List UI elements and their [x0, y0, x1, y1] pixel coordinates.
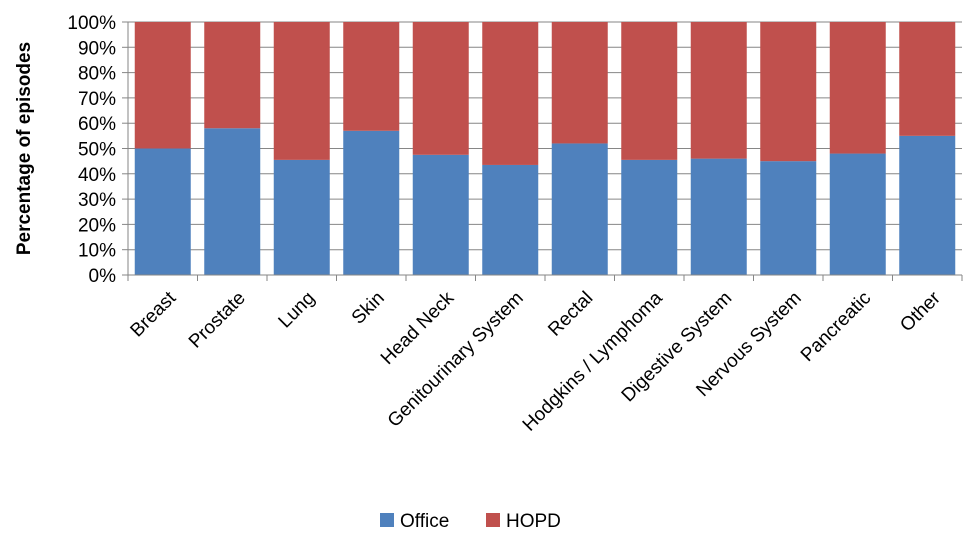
bar-hopd: [482, 22, 539, 165]
legend-label-office: Office: [400, 511, 449, 532]
bar-hopd: [760, 22, 817, 162]
bar-office: [899, 135, 956, 275]
y-tick-label: 30%: [78, 190, 116, 211]
x-category-label: Pancreatic: [797, 288, 875, 366]
x-category-label: Hodgkins / Lymphoma: [519, 287, 667, 435]
legend-swatch-hopd: [486, 513, 500, 527]
bar-office: [412, 154, 469, 275]
bar-hopd: [273, 22, 330, 160]
bar-office: [204, 128, 261, 275]
x-category-label: Genitourinary System: [384, 288, 528, 432]
y-tick-label: 70%: [78, 89, 116, 110]
y-tick-label: 100%: [67, 13, 116, 34]
y-tick-label: 50%: [78, 140, 116, 161]
y-tick-label: 60%: [78, 114, 116, 135]
x-category-label: Prostate: [185, 288, 250, 353]
x-category-label: Lung: [275, 288, 320, 333]
y-tick-label: 80%: [78, 64, 116, 85]
y-tick-label: 20%: [78, 215, 116, 236]
y-tick-labels: 0% 10% 20% 30% 40% 50% 60% 70% 80% 90% 100%: [67, 13, 116, 287]
bar-hopd: [899, 22, 956, 136]
x-category-label: Rectal: [544, 288, 597, 341]
bar-hopd: [412, 22, 469, 155]
bar-hopd: [134, 22, 191, 149]
bars: [134, 22, 956, 275]
bar-office: [690, 158, 747, 275]
bar-office: [343, 130, 400, 275]
bar-hopd: [829, 22, 886, 154]
y-tick-label: 0%: [89, 266, 117, 287]
bar-office: [621, 159, 678, 275]
x-category-label: Breast: [127, 287, 181, 341]
bar-office: [134, 148, 191, 275]
y-axis-title: Percentage of episodes: [14, 42, 35, 255]
bar-office: [273, 159, 330, 275]
x-category-label: Other: [896, 287, 945, 336]
gridlines: [128, 21, 962, 276]
x-category-label: Skin: [348, 288, 389, 329]
axes: [122, 21, 963, 281]
bar-hopd: [343, 22, 400, 131]
bar-hopd: [690, 22, 747, 159]
legend-swatch-office: [380, 513, 394, 527]
bar-hopd: [621, 22, 678, 160]
y-tick-label: 40%: [78, 165, 116, 186]
bar-office: [482, 164, 539, 275]
y-tick-label: 10%: [78, 241, 116, 262]
bar-office: [760, 161, 817, 275]
bar-office: [551, 143, 608, 275]
y-tick-label: 90%: [78, 38, 116, 59]
bar-office: [829, 153, 886, 275]
bar-hopd: [204, 22, 261, 129]
legend: Office HOPD: [380, 511, 561, 532]
bar-hopd: [551, 22, 608, 144]
legend-label-hopd: HOPD: [506, 511, 561, 532]
